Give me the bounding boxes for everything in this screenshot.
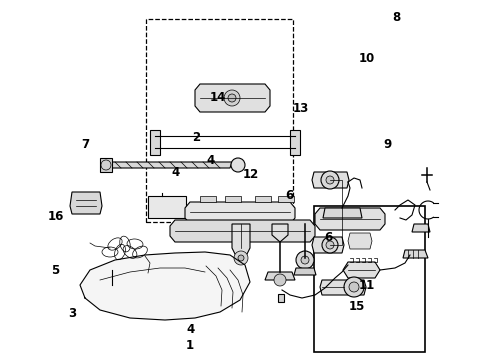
Polygon shape: [150, 130, 160, 155]
Circle shape: [344, 277, 364, 297]
Polygon shape: [100, 158, 112, 172]
Polygon shape: [312, 172, 349, 188]
Polygon shape: [110, 162, 232, 168]
Circle shape: [224, 90, 240, 106]
Bar: [204, 218, 210, 222]
Polygon shape: [315, 208, 385, 230]
Bar: [314, 206, 425, 352]
Polygon shape: [320, 280, 366, 295]
Text: 3: 3: [69, 307, 76, 320]
Polygon shape: [265, 272, 295, 280]
Circle shape: [301, 256, 309, 264]
Text: 14: 14: [210, 91, 226, 104]
Polygon shape: [312, 237, 344, 253]
Circle shape: [274, 274, 286, 286]
Bar: [148, 196, 186, 218]
Text: 7: 7: [82, 138, 90, 151]
Circle shape: [231, 158, 245, 172]
Polygon shape: [348, 233, 372, 249]
Text: 4: 4: [207, 154, 215, 167]
Circle shape: [326, 176, 334, 184]
Text: 6: 6: [285, 189, 293, 202]
Polygon shape: [412, 224, 430, 232]
Polygon shape: [70, 192, 102, 214]
Polygon shape: [225, 196, 241, 202]
Bar: [186, 218, 204, 228]
Text: 2: 2: [192, 131, 200, 144]
Text: 8: 8: [392, 11, 400, 24]
Polygon shape: [343, 262, 380, 278]
Bar: [186, 206, 204, 216]
Text: 6: 6: [324, 231, 332, 244]
Circle shape: [234, 251, 248, 265]
Polygon shape: [403, 250, 428, 258]
Text: 5: 5: [51, 264, 59, 277]
Text: 4: 4: [186, 323, 194, 336]
Circle shape: [326, 241, 334, 249]
Text: 4: 4: [172, 166, 179, 179]
Text: 15: 15: [348, 300, 365, 313]
Text: 10: 10: [358, 52, 375, 65]
Polygon shape: [290, 130, 300, 155]
Text: 12: 12: [243, 168, 259, 181]
Polygon shape: [278, 294, 284, 302]
Text: 16: 16: [48, 210, 65, 223]
Polygon shape: [195, 84, 270, 112]
Circle shape: [321, 171, 339, 189]
Polygon shape: [323, 208, 362, 218]
Polygon shape: [80, 252, 250, 320]
Polygon shape: [232, 224, 250, 258]
Polygon shape: [185, 202, 295, 224]
Polygon shape: [255, 196, 271, 202]
Circle shape: [228, 94, 236, 102]
Polygon shape: [170, 220, 315, 242]
Polygon shape: [200, 196, 216, 202]
Circle shape: [238, 255, 244, 261]
Circle shape: [322, 237, 338, 253]
Bar: [204, 208, 210, 212]
Circle shape: [296, 251, 314, 269]
Text: 11: 11: [358, 279, 375, 292]
Bar: [146, 19, 293, 222]
Polygon shape: [272, 224, 288, 242]
Polygon shape: [294, 268, 316, 275]
Circle shape: [349, 282, 359, 292]
Bar: [204, 228, 210, 232]
Text: 13: 13: [293, 102, 309, 114]
Text: 9: 9: [383, 138, 391, 151]
Polygon shape: [278, 196, 294, 202]
Text: 1: 1: [186, 339, 194, 352]
